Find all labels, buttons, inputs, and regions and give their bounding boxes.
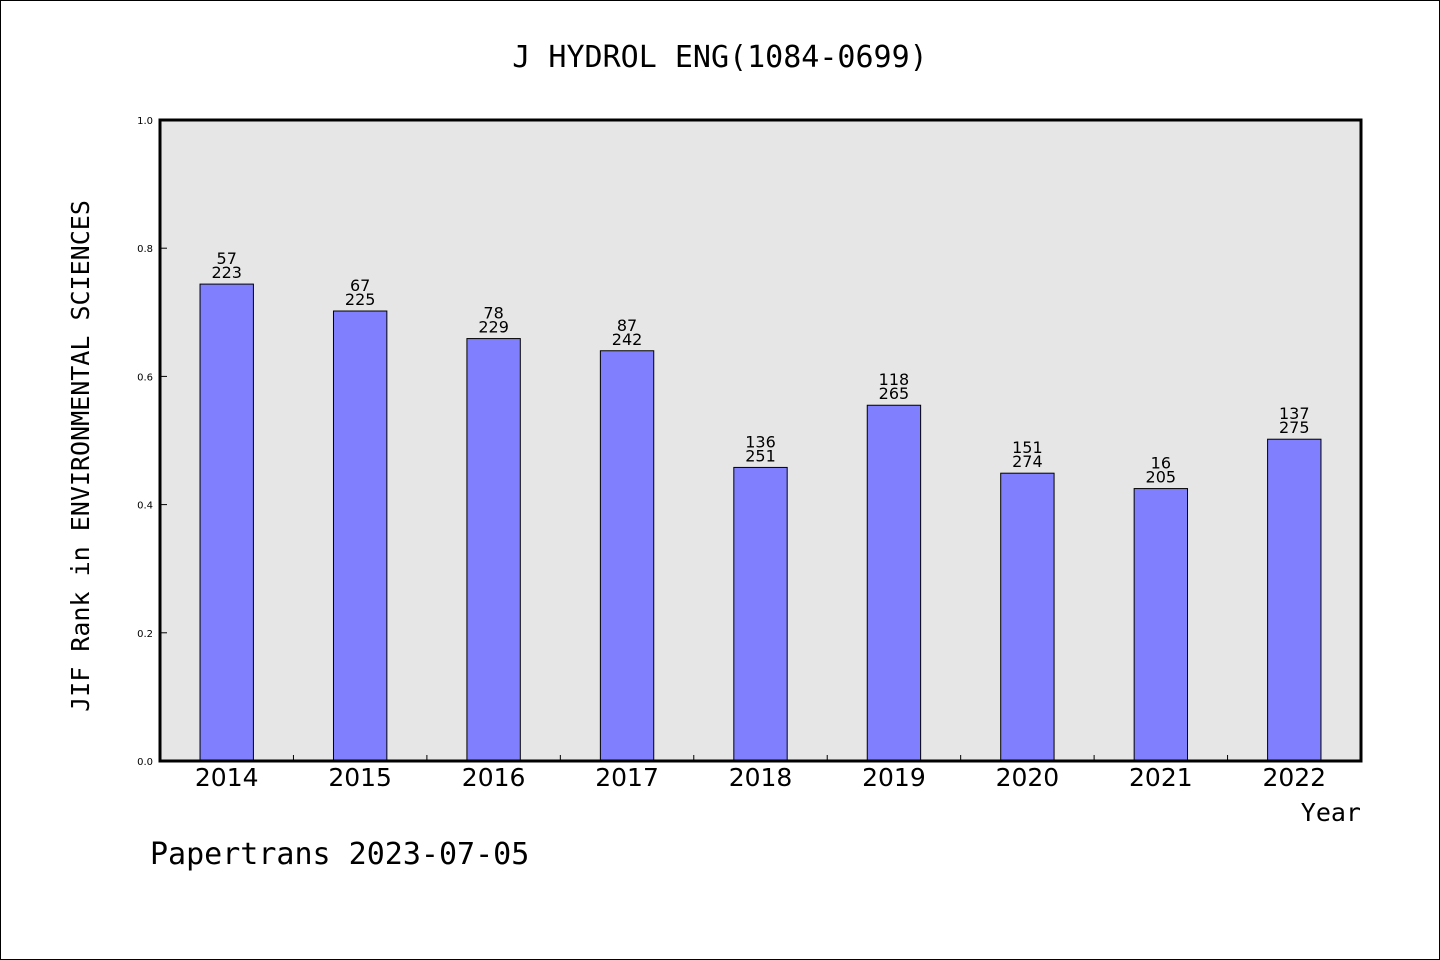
bar-label-rank: 16 [1151,454,1171,473]
bar-label-total: 274 [1012,452,1043,471]
bar-label-rank: 67 [350,276,370,295]
bar-2021 [1133,488,1189,762]
x-tick-label: 2022 [1262,763,1326,792]
y-tick-label: 0.2 [137,629,153,640]
y-tick-label: 0.4 [137,501,153,512]
bar-label-total: 229 [478,318,509,337]
bar-2016 [466,338,521,762]
x-axis: 2014 2015 2016 2017 2018 2019 2020 2021 2022 [195,755,1326,792]
x-tick-label: 2018 [729,763,793,792]
x-tick-label: 2014 [195,763,259,792]
bar-label-rank: 151 [1012,438,1043,457]
bar-2018 [733,466,788,762]
bar-2019 [866,404,922,762]
x-tick-label: 2017 [595,763,659,792]
bars-group [199,283,1322,762]
bar-label-rank: 118 [879,370,910,389]
x-tick-label: 2020 [996,763,1060,792]
bar-label-total: 275 [1279,418,1310,437]
plot-border [158,118,1363,763]
y-tick-label: 1.0 [137,116,153,127]
bar-label-total: 242 [612,330,643,349]
y-tick-label: 0.8 [137,244,153,255]
bar-label-rank: 136 [745,432,776,451]
bar-label-rank: 57 [217,249,237,268]
x-tick-label: 2016 [462,763,526,792]
bar-label-total: 223 [211,263,242,282]
bar-label-total: 205 [1146,468,1177,487]
bar-label-total: 265 [879,384,910,403]
bar-2022 [1267,438,1322,762]
y-tick-label: 0.0 [137,757,153,768]
x-tick-label: 2021 [1129,763,1193,792]
x-axis-label: Year [1301,798,1361,827]
y-axis-label: JIF Rank in ENVIRONMENTAL SCIENCES [66,200,95,712]
bar-label-total: 251 [745,446,776,465]
bar-label-rank: 87 [617,316,637,335]
bar-label-rank: 137 [1279,404,1310,423]
bar-label-rank: 78 [483,304,503,323]
bar-label-total: 225 [345,290,376,309]
chart-title: J HYDROL ENG(1084-0699) [512,40,927,75]
bar-2017 [599,350,655,762]
y-tick-label: 0.6 [137,372,153,383]
footer-credit: Papertrans 2023-07-05 [150,837,529,872]
bar-2020 [1000,472,1055,762]
bar-2014 [199,283,254,762]
x-tick-label: 2015 [328,763,392,792]
bar-2015 [332,310,388,762]
x-tick-label: 2019 [862,763,926,792]
